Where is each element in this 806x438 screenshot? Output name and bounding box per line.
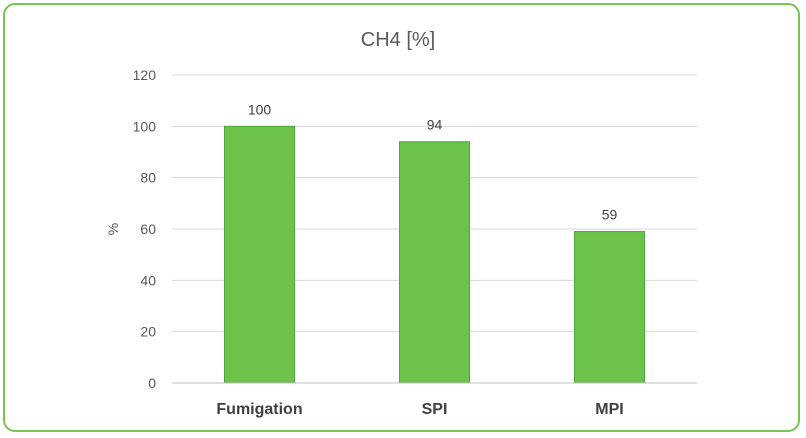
- y-axis-label: %: [105, 223, 121, 235]
- bar-mpi: [574, 231, 645, 384]
- bars: [224, 125, 645, 384]
- bar-fumigation: [224, 125, 295, 384]
- bar-spi: [399, 141, 470, 384]
- data-label: 59: [602, 207, 618, 223]
- data-label: 94: [427, 117, 443, 133]
- x-axis-categories: Fumigation SPI MPI: [216, 401, 623, 418]
- y-tick-label: 20: [140, 324, 156, 340]
- y-tick-label: 120: [133, 67, 157, 83]
- x-category-label: MPI: [595, 401, 623, 418]
- x-category-label: Fumigation: [216, 401, 302, 418]
- y-tick-label: 100: [133, 118, 157, 134]
- x-category-label: SPI: [422, 401, 448, 418]
- y-tick-label: 60: [140, 221, 156, 237]
- y-axis-ticks: 0 20 40 60 80 100 120: [133, 67, 157, 391]
- data-labels: 100 94 59: [248, 101, 618, 222]
- data-label: 100: [248, 101, 272, 117]
- y-tick-label: 80: [140, 170, 156, 186]
- y-tick-label: 0: [148, 375, 156, 391]
- chart-title: CH4 [%]: [361, 29, 435, 51]
- y-tick-label: 40: [140, 272, 156, 288]
